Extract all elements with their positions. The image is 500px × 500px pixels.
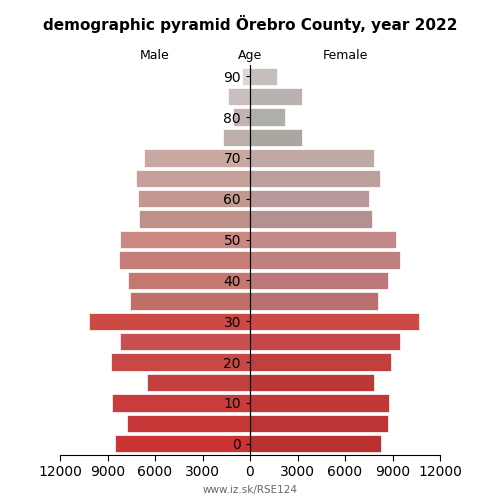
Bar: [228, 88, 250, 106]
Bar: [250, 394, 390, 411]
Bar: [250, 210, 372, 228]
Bar: [139, 210, 250, 228]
Bar: [250, 374, 374, 391]
Bar: [112, 394, 250, 411]
Bar: [250, 129, 302, 146]
Bar: [128, 272, 250, 289]
Bar: [250, 354, 391, 371]
Bar: [120, 333, 250, 350]
Bar: [250, 190, 369, 208]
Bar: [118, 252, 250, 268]
Bar: [250, 108, 285, 126]
Bar: [120, 231, 250, 248]
Bar: [250, 170, 380, 187]
Bar: [116, 435, 250, 452]
Bar: [250, 149, 374, 166]
Bar: [250, 231, 396, 248]
Bar: [126, 414, 250, 432]
Bar: [250, 88, 302, 106]
Bar: [147, 374, 250, 391]
Text: www.iz.sk/RSE124: www.iz.sk/RSE124: [202, 485, 298, 495]
Bar: [250, 414, 388, 432]
Text: demographic pyramid Örebro County, year 2022: demographic pyramid Örebro County, year …: [43, 15, 457, 33]
Text: Male: Male: [140, 49, 170, 62]
Bar: [250, 435, 382, 452]
Bar: [232, 108, 250, 126]
Bar: [250, 272, 388, 289]
Text: Female: Female: [322, 49, 368, 62]
Bar: [138, 190, 250, 208]
Bar: [144, 149, 250, 166]
Bar: [223, 129, 250, 146]
Bar: [250, 252, 400, 268]
Bar: [110, 354, 250, 371]
Bar: [250, 68, 277, 85]
Bar: [130, 292, 250, 310]
Bar: [250, 333, 400, 350]
Bar: [242, 68, 250, 85]
Bar: [250, 292, 378, 310]
Bar: [136, 170, 250, 187]
Bar: [250, 312, 420, 330]
Text: Age: Age: [238, 49, 262, 62]
Bar: [88, 312, 250, 330]
